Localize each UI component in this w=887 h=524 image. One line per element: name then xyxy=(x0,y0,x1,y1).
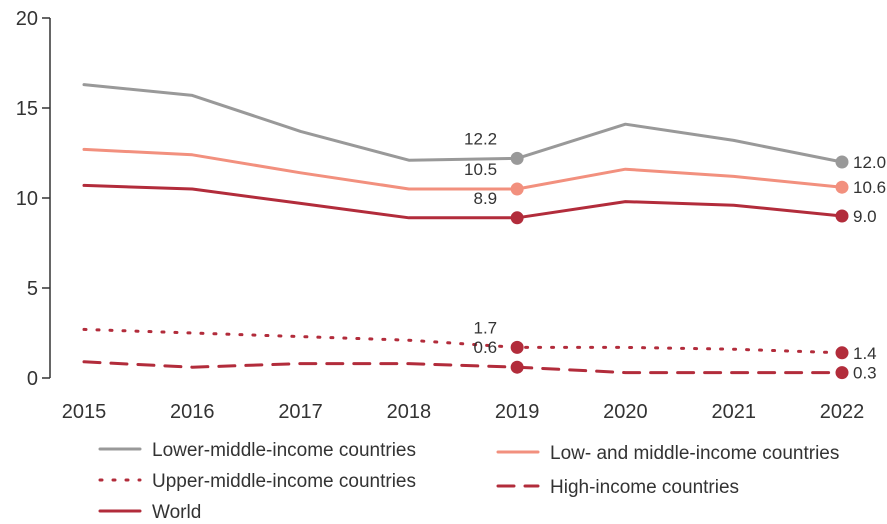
x-tick-label: 2017 xyxy=(278,401,323,423)
x-tick-label: 2019 xyxy=(495,401,540,423)
data-label: 1.7 xyxy=(474,318,498,337)
series-line-high-income-countries xyxy=(82,360,844,375)
legend-label: World xyxy=(152,502,201,523)
data-label: 10.5 xyxy=(464,160,497,179)
data-point-marker xyxy=(510,211,524,225)
data-label: 0.6 xyxy=(474,338,498,357)
data-point-marker xyxy=(835,366,849,380)
series-line-upper-middle-income-countries xyxy=(82,327,844,355)
data-label: 9.0 xyxy=(853,207,877,226)
series-line-lower-middle-income-countries xyxy=(82,83,844,164)
data-point-marker xyxy=(835,346,849,360)
legend-label: Lower-middle-income countries xyxy=(152,440,416,461)
x-tick-label: 2016 xyxy=(170,401,215,423)
y-tick-label: 20 xyxy=(16,8,38,30)
data-point-marker xyxy=(510,340,524,354)
data-label: 8.9 xyxy=(474,189,498,208)
data-point-marker xyxy=(835,209,849,223)
x-tick-label: 2015 xyxy=(62,401,107,423)
data-label: 12.2 xyxy=(464,129,497,148)
x-tick-label: 2021 xyxy=(711,401,756,423)
series-line-world xyxy=(82,183,844,220)
legend-label: High-income countries xyxy=(550,477,739,498)
data-label: 1.4 xyxy=(853,344,877,363)
legend-label: Low- and middle-income countries xyxy=(550,443,839,464)
legend-label: Upper-middle-income countries xyxy=(152,471,416,492)
data-point-marker xyxy=(510,360,524,374)
data-label: 10.6 xyxy=(853,178,886,197)
data-point-marker xyxy=(835,155,849,169)
data-point-marker xyxy=(835,180,849,194)
x-tick-label: 2018 xyxy=(387,401,432,423)
y-tick-label: 0 xyxy=(27,368,38,390)
data-label: 12.0 xyxy=(853,153,886,172)
series-line-low-and-middle-income-countries xyxy=(82,147,844,191)
data-label: 0.3 xyxy=(853,364,877,383)
x-tick-label: 2022 xyxy=(820,401,865,423)
data-point-marker xyxy=(510,182,524,196)
x-tick-label: 2020 xyxy=(603,401,648,423)
data-point-marker xyxy=(510,151,524,165)
y-tick-label: 5 xyxy=(27,278,38,300)
y-tick-label: 15 xyxy=(16,98,38,120)
y-tick-label: 10 xyxy=(16,188,38,210)
